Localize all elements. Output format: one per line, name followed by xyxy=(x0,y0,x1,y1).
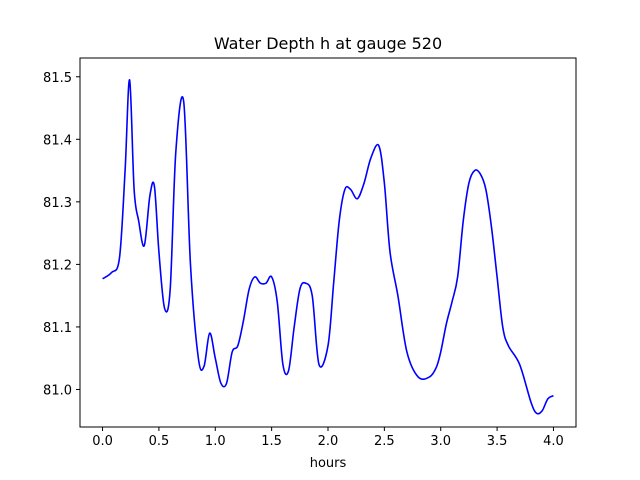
y-tick-label: 81.3 xyxy=(43,196,72,211)
x-tick-label: 0.5 xyxy=(149,434,170,449)
x-tick-label: 1.0 xyxy=(205,434,226,449)
y-axis: 81.0 81.1 81.2 81.3 81.4 81.5 xyxy=(43,71,80,398)
y-tick-label: 81.1 xyxy=(43,321,72,336)
x-axis: 0.0 0.5 1.0 1.5 2.0 2.5 3.0 3.5 4.0 xyxy=(92,427,564,449)
y-tick-label: 81.5 xyxy=(43,71,72,86)
series-line xyxy=(102,79,554,415)
x-tick-label: 2.0 xyxy=(318,434,339,449)
y-tick-label: 81.4 xyxy=(43,133,72,148)
x-tick-label: 0.0 xyxy=(92,434,113,449)
series-layer xyxy=(102,79,554,415)
x-tick-label: 2.5 xyxy=(374,434,395,449)
x-tick-label: 4.0 xyxy=(543,434,564,449)
x-tick-label: 3.0 xyxy=(430,434,451,449)
chart-title: Water Depth h at gauge 520 xyxy=(214,34,442,53)
x-tick-label: 3.5 xyxy=(487,434,508,449)
y-tick-label: 81.2 xyxy=(43,258,72,273)
x-axis-label: hours xyxy=(310,456,347,471)
y-tick-label: 81.0 xyxy=(43,383,72,398)
x-tick-label: 1.5 xyxy=(261,434,282,449)
